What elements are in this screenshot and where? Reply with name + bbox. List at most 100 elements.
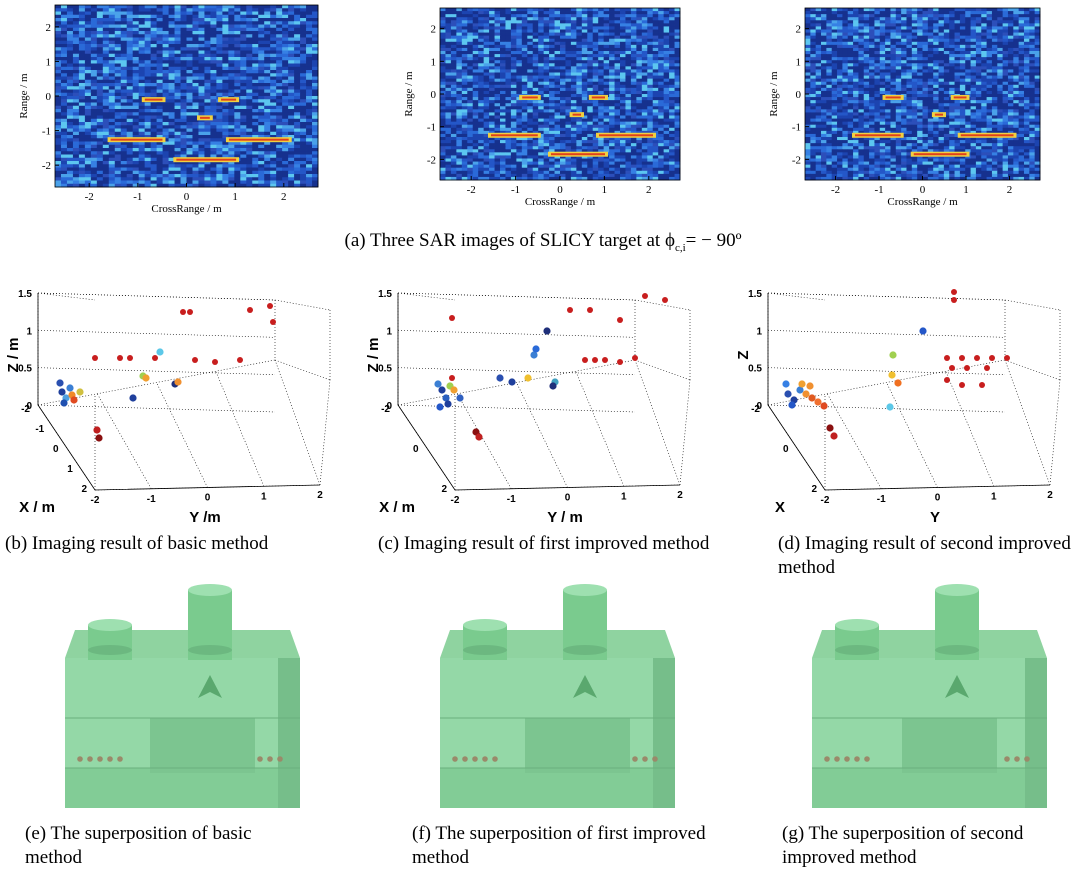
pixel — [544, 94, 550, 97]
pixel — [181, 38, 187, 42]
pixel — [555, 122, 561, 125]
pixel — [139, 73, 145, 77]
pixel — [216, 80, 222, 84]
pixel — [204, 70, 210, 74]
pixel — [516, 69, 522, 72]
pixel — [489, 106, 495, 109]
pixel — [565, 171, 571, 174]
pixel — [240, 90, 246, 94]
pixel — [151, 54, 157, 58]
pixel — [151, 119, 157, 123]
pixel — [127, 171, 133, 175]
pixel — [636, 8, 642, 11]
pixel — [163, 41, 169, 45]
pixel — [587, 106, 593, 109]
pixel — [312, 99, 318, 103]
pixel — [294, 129, 300, 133]
pixel — [288, 122, 294, 126]
pixel — [198, 21, 204, 25]
pixel — [576, 171, 582, 174]
pixel — [55, 5, 61, 9]
pixel — [484, 8, 490, 11]
pixel — [533, 23, 539, 26]
pixel — [560, 45, 566, 48]
pixel — [555, 69, 561, 72]
pixel — [91, 151, 97, 155]
pixel — [198, 70, 204, 74]
pixel — [675, 168, 681, 171]
pixel — [495, 159, 501, 162]
pixel — [79, 47, 85, 51]
pixel — [67, 119, 73, 123]
pixel — [598, 57, 604, 60]
pixel — [276, 41, 282, 45]
pixel — [462, 119, 468, 122]
pixel — [306, 8, 312, 12]
pixel — [216, 28, 222, 32]
pixel — [103, 90, 109, 94]
pixel — [653, 39, 659, 42]
pixel — [489, 20, 495, 23]
pixel — [204, 164, 210, 168]
pixel — [544, 11, 550, 14]
pixel — [258, 28, 264, 32]
pixel — [246, 181, 252, 185]
pixel — [527, 79, 533, 82]
pixel — [615, 17, 621, 20]
pixel — [204, 15, 210, 19]
pixel — [467, 100, 473, 103]
pixel — [505, 103, 511, 106]
pixel — [647, 168, 653, 171]
pixel — [276, 38, 282, 42]
pixel — [565, 159, 571, 162]
pixel — [187, 99, 193, 103]
pixel — [67, 135, 73, 139]
pixel — [163, 177, 169, 181]
pixel — [276, 174, 282, 178]
pixel — [181, 116, 187, 120]
pixel — [228, 60, 234, 64]
pixel — [97, 155, 103, 159]
pixel — [522, 119, 528, 122]
pixel — [456, 119, 462, 122]
pixel — [151, 125, 157, 129]
pixel — [288, 64, 294, 68]
pixel — [647, 140, 653, 143]
pixel — [198, 151, 204, 155]
pixel — [198, 171, 204, 175]
pixel — [61, 38, 67, 42]
pixel — [473, 146, 479, 149]
pixel — [658, 116, 664, 119]
pixel — [598, 82, 604, 85]
pixel — [516, 106, 522, 109]
pixel — [246, 129, 252, 133]
pixel — [210, 12, 216, 16]
pixel — [312, 25, 318, 29]
pixel — [647, 155, 653, 158]
pixel — [252, 171, 258, 175]
pixel — [264, 109, 270, 113]
pixel — [620, 57, 626, 60]
pixel — [533, 36, 539, 39]
pixel — [587, 63, 593, 66]
pixel — [516, 100, 522, 103]
pixel — [522, 140, 528, 143]
pixel — [204, 38, 210, 42]
pixel — [246, 31, 252, 35]
pixel — [97, 148, 103, 152]
pixel — [549, 26, 555, 29]
pixel — [240, 70, 246, 74]
pixel — [258, 44, 264, 48]
pixel — [139, 18, 145, 22]
pixel — [456, 30, 462, 33]
pixel — [210, 181, 216, 185]
pixel — [187, 138, 193, 142]
pixel — [270, 67, 276, 71]
pixel — [560, 11, 566, 14]
pixel — [631, 159, 637, 162]
pixel — [210, 73, 216, 77]
pixel — [604, 23, 610, 26]
pixel — [647, 14, 653, 17]
pixel — [181, 51, 187, 55]
pixel — [456, 91, 462, 94]
